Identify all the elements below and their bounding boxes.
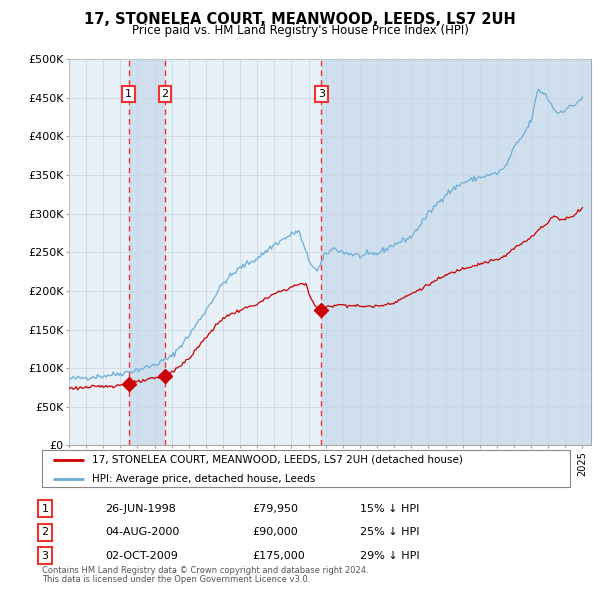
Text: £90,000: £90,000	[252, 527, 298, 537]
Text: 1: 1	[125, 88, 132, 99]
Text: 25% ↓ HPI: 25% ↓ HPI	[360, 527, 419, 537]
Text: Contains HM Land Registry data © Crown copyright and database right 2024.: Contains HM Land Registry data © Crown c…	[42, 566, 368, 575]
Text: 1: 1	[41, 504, 49, 513]
Text: HPI: Average price, detached house, Leeds: HPI: Average price, detached house, Leed…	[92, 474, 316, 484]
Text: 2: 2	[41, 527, 49, 537]
Text: 2: 2	[161, 88, 169, 99]
Text: This data is licensed under the Open Government Licence v3.0.: This data is licensed under the Open Gov…	[42, 575, 310, 584]
Text: £79,950: £79,950	[252, 504, 298, 513]
Text: 17, STONELEA COURT, MEANWOOD, LEEDS, LS7 2UH: 17, STONELEA COURT, MEANWOOD, LEEDS, LS7…	[84, 12, 516, 27]
Text: 3: 3	[41, 551, 49, 560]
Text: 15% ↓ HPI: 15% ↓ HPI	[360, 504, 419, 513]
Text: 04-AUG-2000: 04-AUG-2000	[105, 527, 179, 537]
Text: 02-OCT-2009: 02-OCT-2009	[105, 551, 178, 560]
Bar	[322, 59, 591, 445]
Text: 29% ↓ HPI: 29% ↓ HPI	[360, 551, 419, 560]
Text: 3: 3	[318, 88, 325, 99]
Text: 17, STONELEA COURT, MEANWOOD, LEEDS, LS7 2UH (detached house): 17, STONELEA COURT, MEANWOOD, LEEDS, LS7…	[92, 455, 463, 464]
Text: £175,000: £175,000	[252, 551, 305, 560]
Text: Price paid vs. HM Land Registry's House Price Index (HPI): Price paid vs. HM Land Registry's House …	[131, 24, 469, 37]
Text: 26-JUN-1998: 26-JUN-1998	[105, 504, 176, 513]
Bar	[129, 59, 165, 445]
